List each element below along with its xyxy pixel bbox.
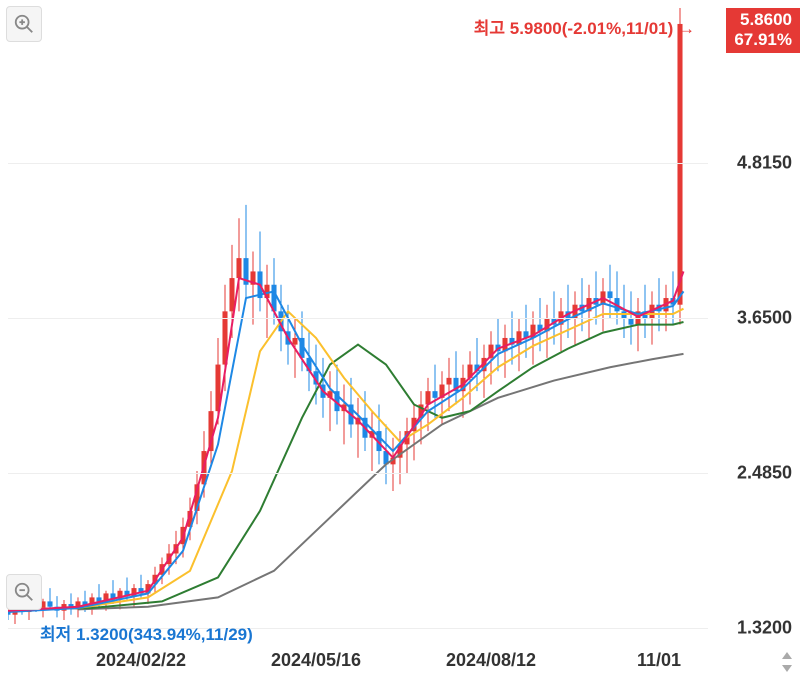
x-axis: 2024/02/22 2024/05/16 2024/08/12 11/01 <box>8 648 708 676</box>
y-tick-label: 3.6500 <box>737 308 792 329</box>
x-tick-label: 2024/05/16 <box>271 650 361 671</box>
current-price-badge: 5.8600 67.91% <box>726 8 800 53</box>
gridline <box>8 473 708 474</box>
high-annotation: 최고 5.9800(-2.01%,11/01) → <box>474 14 695 39</box>
zoom-in-button[interactable] <box>6 6 42 42</box>
stock-chart: 1.32002.48503.65004.8150 2024/02/222024/… <box>0 0 800 684</box>
y-axis: 1.32002.48503.65004.8150 <box>716 8 800 628</box>
current-price: 5.8600 <box>734 10 792 30</box>
x-tick-label: 2024/02/22 <box>96 650 186 671</box>
current-pct: 67.91% <box>734 30 792 50</box>
low-annotation: 최저 1.3200(343.94%,11/29) <box>40 620 253 645</box>
plot-area <box>8 8 708 628</box>
x-tick-label: 11/01 <box>637 650 681 671</box>
x-tick-label: 2024/08/12 <box>446 650 536 671</box>
zoom-in-icon <box>13 13 35 35</box>
zoom-out-icon <box>13 581 35 603</box>
y-tick-label: 1.3200 <box>737 618 792 639</box>
gridline <box>8 318 708 319</box>
scroll-button[interactable] <box>778 648 796 676</box>
scroll-icon <box>780 650 794 674</box>
y-tick-label: 2.4850 <box>737 463 792 484</box>
low-text: 최저 1.3200(343.94%,11/29) <box>40 625 253 644</box>
gridline <box>8 163 708 164</box>
high-text: 최고 5.9800(-2.01%,11/01) <box>474 19 674 38</box>
arrow-right-icon: → <box>678 19 695 38</box>
y-tick-label: 4.8150 <box>737 153 792 174</box>
zoom-out-button[interactable] <box>6 574 42 610</box>
